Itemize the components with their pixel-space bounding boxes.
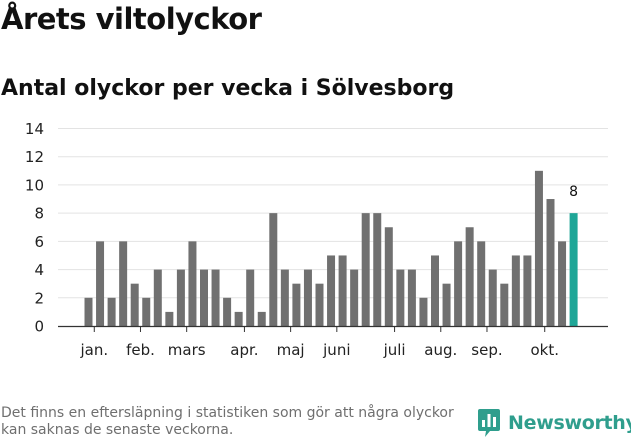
x-tick-label: feb. [126,341,155,359]
bar [523,255,532,326]
bar [419,297,428,326]
bar [130,283,139,326]
bar [188,241,197,326]
bar [176,269,185,326]
bar [384,227,393,326]
y-tick-label: 0 [34,318,44,336]
bar [465,227,474,326]
chart-subtitle: Antal olyckor per vecka i Sölvesborg [1,76,455,101]
y-tick-label: 12 [25,148,44,166]
bar [211,269,220,326]
x-tick-label: okt. [530,341,559,359]
bars [84,170,578,326]
bar [477,241,486,326]
y-tick-label: 2 [34,289,44,307]
bar [303,269,312,326]
bar [407,269,416,326]
bar-highlight [569,213,578,326]
newsworthy-logo-icon [478,409,500,437]
bar [327,255,336,326]
bar [153,269,162,326]
x-tick-label: juli [383,341,406,359]
y-axis-ticks: 0 2 4 6 8 10 12 14 [25,120,44,336]
bar [500,283,509,326]
bar [454,241,463,326]
bar [165,311,174,326]
x-tick-label: jan. [79,341,108,359]
x-tick-label: apr. [230,341,258,359]
bar [269,213,278,326]
x-tick-label: juni [322,341,350,359]
data-labels: 8 [569,184,578,200]
bar [223,297,232,326]
bar [280,269,289,326]
bar [361,213,370,326]
bar [338,255,347,326]
bar [84,297,93,326]
footnote: Det finns en eftersläpning i statistiken… [1,405,454,438]
x-tick-label: maj [277,341,305,359]
bar [396,269,405,326]
y-tick-label: 8 [34,205,44,223]
bar [534,170,543,326]
bar [292,283,301,326]
bar [107,297,116,326]
chart-title: Årets viltolyckor [1,2,262,36]
y-tick-label: 14 [25,120,44,138]
bar [546,199,555,326]
y-tick-label: 4 [34,261,44,279]
y-tick-label: 6 [34,233,44,251]
bar [558,241,567,326]
x-tick-label: sep. [471,341,502,359]
bar [234,311,243,326]
brand-name: Newsworthy [508,412,631,434]
bar [119,241,128,326]
data-label: 8 [569,184,578,200]
bar [350,269,359,326]
x-tick-label: aug. [424,341,457,359]
bar [373,213,382,326]
bar [246,269,255,326]
y-tick-label: 10 [25,176,44,194]
bar [96,241,105,326]
bar [431,255,439,326]
x-axis-ticks: jan. feb. mars apr. maj juni juli aug. sep. okt. [79,327,559,359]
bar [200,269,208,326]
bar [442,283,451,326]
bar [257,311,266,326]
brand-logo: Newsworthy [477,408,631,438]
bar [488,269,497,326]
x-tick-label: mars [168,341,206,359]
bar [142,297,151,326]
bar [511,255,520,326]
bar [315,283,324,326]
bar-chart: 0 2 4 6 8 10 12 14 jan. feb. mars apr. maj juni juli a… [25,120,608,359]
